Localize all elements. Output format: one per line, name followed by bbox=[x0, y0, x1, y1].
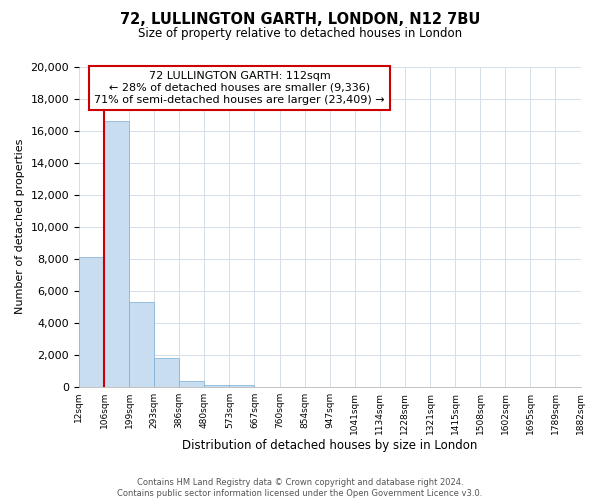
Text: Contains HM Land Registry data © Crown copyright and database right 2024.
Contai: Contains HM Land Registry data © Crown c… bbox=[118, 478, 482, 498]
Bar bbox=[205, 384, 229, 387]
Bar bbox=[129, 302, 154, 387]
Bar bbox=[154, 358, 179, 387]
Bar bbox=[229, 384, 254, 387]
X-axis label: Distribution of detached houses by size in London: Distribution of detached houses by size … bbox=[182, 440, 478, 452]
Text: Size of property relative to detached houses in London: Size of property relative to detached ho… bbox=[138, 28, 462, 40]
Bar bbox=[104, 121, 129, 387]
Text: 72 LULLINGTON GARTH: 112sqm
← 28% of detached houses are smaller (9,336)
71% of : 72 LULLINGTON GARTH: 112sqm ← 28% of det… bbox=[94, 72, 385, 104]
Y-axis label: Number of detached properties: Number of detached properties bbox=[15, 139, 25, 314]
Bar bbox=[79, 257, 104, 387]
Text: 72, LULLINGTON GARTH, LONDON, N12 7BU: 72, LULLINGTON GARTH, LONDON, N12 7BU bbox=[120, 12, 480, 28]
Bar bbox=[179, 380, 205, 387]
